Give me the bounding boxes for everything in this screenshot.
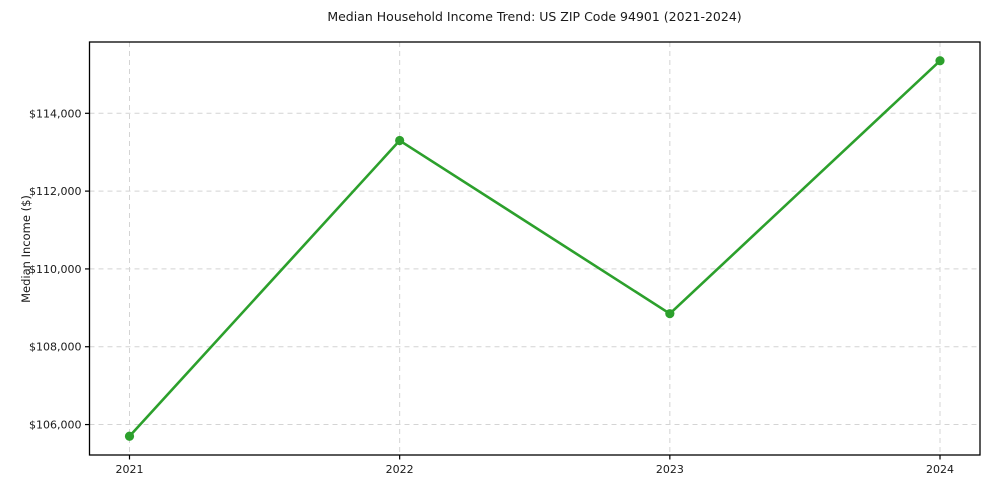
trend-line xyxy=(128,59,942,438)
y-tick-label: $112,000 xyxy=(29,185,82,198)
x-tick-label: 2024 xyxy=(926,463,954,476)
chart-title: Median Household Income Trend: US ZIP Co… xyxy=(327,9,742,24)
plot-frame xyxy=(88,41,981,456)
y-tick-label: $108,000 xyxy=(29,341,82,354)
data-point xyxy=(665,309,675,319)
y-tick-label: $114,000 xyxy=(29,107,82,120)
x-tick-label: 2022 xyxy=(386,463,414,476)
x-tick-label: 2021 xyxy=(116,463,144,476)
data-point xyxy=(395,135,405,146)
y-axis-label: Median Income ($) xyxy=(19,195,33,303)
data-point xyxy=(124,431,135,441)
x-tick-label: 2023 xyxy=(656,463,684,476)
data-point xyxy=(935,56,945,66)
y-tick-label: $110,000 xyxy=(29,263,82,276)
y-tick-label: $106,000 xyxy=(29,419,82,432)
